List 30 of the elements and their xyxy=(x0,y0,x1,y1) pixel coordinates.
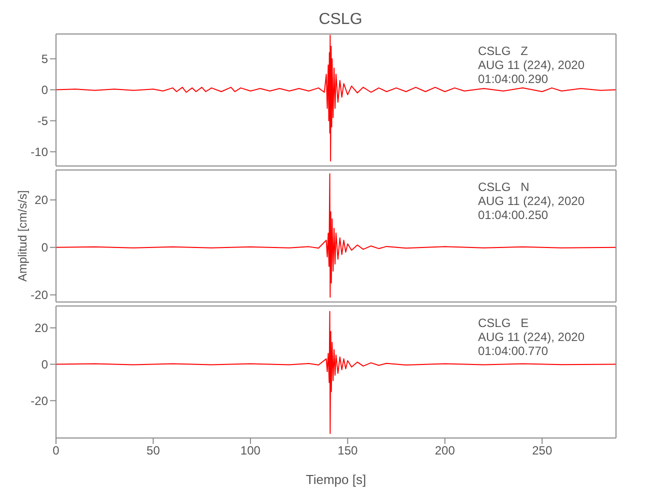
x-axis-title: Tiempo [s] xyxy=(306,472,366,487)
line-series xyxy=(56,310,616,434)
annotation: 01:04:00.770 xyxy=(478,344,550,358)
y-tick-label: 20 xyxy=(34,193,48,208)
x-tick-label: 250 xyxy=(532,444,552,458)
annotation: AUG 11 (224), 2020 xyxy=(478,194,585,208)
y-tick-label: 0 xyxy=(41,240,48,255)
x-tick-label: 50 xyxy=(146,444,160,458)
y-tick-label: 0 xyxy=(41,358,48,372)
annotation: AUG 11 (224), 2020 xyxy=(478,58,585,72)
annotation: CSLG N xyxy=(478,180,530,194)
y-axis-title: Amplitud [cm/s/s] xyxy=(15,190,30,282)
annotation: CSLG E xyxy=(478,316,530,330)
x-tick-label: 200 xyxy=(434,444,456,458)
y-tick-label: 0 xyxy=(41,83,48,98)
annotation: 01:04:00.290 xyxy=(478,72,550,86)
y-tick-label: 20 xyxy=(34,321,48,336)
chart-title: CSLG xyxy=(318,10,364,30)
annotation: AUG 11 (224), 2020 xyxy=(478,330,585,344)
x-tick-label: 150 xyxy=(338,444,358,458)
annotation: CSLG Z xyxy=(478,44,530,58)
x-tick-label: 100 xyxy=(240,444,261,458)
y-tick-label: -20 xyxy=(30,288,48,302)
y-tick-label: -10 xyxy=(30,145,48,160)
y-tick-label: 5 xyxy=(41,52,48,66)
y-tick-label: -5 xyxy=(37,114,48,128)
line-series xyxy=(56,173,616,298)
x-tick-label: 0 xyxy=(52,444,60,458)
y-tick-label: -20 xyxy=(30,394,48,408)
annotation: 01:04:00.250 xyxy=(478,208,550,222)
